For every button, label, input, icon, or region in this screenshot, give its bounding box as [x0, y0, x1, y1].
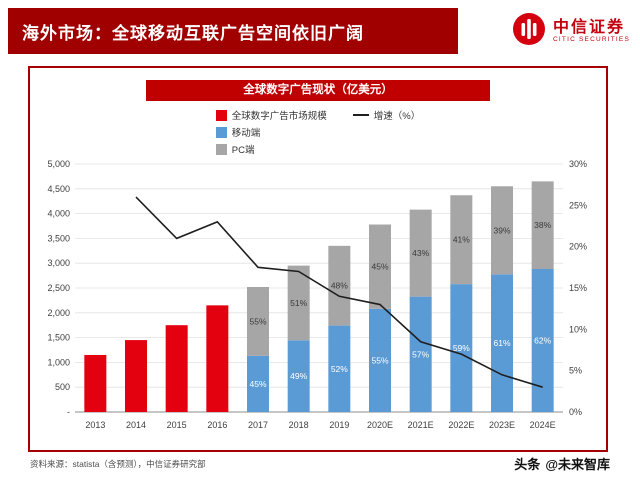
logo-text: 中信证券 CITIC SECURITIES — [553, 19, 630, 44]
legend-item-market-size: 全球数字广告市场规模 — [215, 108, 327, 122]
citic-emblem-icon — [511, 11, 547, 52]
bar-share-label: 49% — [290, 371, 307, 381]
bar-share-label: 43% — [412, 248, 429, 258]
legend-item-growth: 增速（%） — [352, 108, 421, 122]
bar-share-label: 39% — [493, 225, 510, 235]
bar-share-label: 52% — [331, 364, 348, 374]
left-axis-tick-label: 4,500 — [47, 184, 70, 194]
bar-segment — [450, 195, 473, 285]
logo-text-en: CITIC SECURITIES — [553, 36, 630, 44]
logo-text-cn: 中信证券 — [553, 18, 626, 36]
left-axis-tick-label: 1,500 — [47, 333, 70, 343]
x-axis-label: 2024E — [530, 420, 556, 430]
right-axis-tick-label: 0% — [569, 407, 582, 417]
legend-swatch-red — [215, 109, 227, 121]
left-axis-tick-label: - — [67, 407, 70, 417]
bar-segment — [247, 287, 269, 356]
bar-segment — [287, 340, 310, 412]
bar-segment — [491, 274, 513, 412]
chart-title-bar: 全球数字广告现状（亿美元） — [146, 80, 490, 101]
chart-canvas: - 500 1,000 1,500 2,000 2,500 3,000 3,500 4,000 4… — [30, 158, 606, 450]
x-axis-label: 2019 — [329, 420, 349, 430]
x-axis-label: 2021E — [408, 420, 434, 430]
bar-share-label: 41% — [453, 235, 470, 245]
right-axis-tick-label: 5% — [569, 366, 582, 376]
x-axis-label: 2023E — [489, 420, 515, 430]
legend-label-growth: 增速（%） — [373, 111, 421, 122]
legend-swatch-gray — [215, 143, 227, 155]
x-axis-label: 2018 — [289, 420, 309, 430]
legend-label-mobile: 移动端 — [231, 128, 261, 139]
watermark-prefix: 头条 — [514, 457, 541, 472]
bar-share-label: 48% — [331, 281, 348, 291]
bar-segment — [369, 224, 391, 309]
bar-share-label: 62% — [534, 336, 551, 346]
bar-segment — [531, 181, 554, 270]
left-axis-tick-label: 1,000 — [47, 357, 70, 367]
citic-logo: 中信证券 CITIC SECURITIES — [458, 8, 632, 54]
left-axis-tick-label: 3,000 — [47, 258, 70, 268]
bar-segment — [328, 325, 351, 412]
left-axis-tick-label: 3,500 — [47, 233, 70, 243]
legend-swatch-line — [352, 114, 369, 116]
bar-share-label: 55% — [249, 316, 266, 326]
x-axis-label: 2017 — [248, 420, 268, 430]
bar-segment — [125, 340, 147, 412]
x-axis-label: 2014 — [126, 420, 146, 430]
watermark: 头条 @未来智库 — [514, 454, 610, 473]
legend-column-line: 增速（%） — [352, 108, 421, 122]
bar-share-label: 51% — [290, 298, 307, 308]
x-axis-label: 2015 — [167, 420, 187, 430]
bar-segment — [409, 296, 432, 412]
bar-share-label: 38% — [534, 220, 551, 230]
left-axis-tick-label: 5,000 — [47, 159, 70, 169]
source-note: 资料来源：statista（含预测），中信证券研究部 — [30, 459, 206, 469]
legend-column-bars: 全球数字广告市场规模 移动端 PC端 — [215, 108, 327, 156]
right-axis-tick-label: 20% — [569, 242, 587, 252]
header: 海外市场：全球移动互联广告空间依旧广阔 中信证券 CITIC SECURITIE… — [8, 8, 632, 54]
legend-swatch-blue — [215, 126, 227, 138]
chart-panel: 全球数字广告现状（亿美元） 全球数字广告市场规模 移动端 PC端 增速（%） -… — [28, 66, 608, 452]
x-axis-label: 2013 — [85, 420, 105, 430]
bar-segment — [247, 355, 269, 412]
bar-segment — [287, 265, 310, 341]
bar-share-label: 45% — [371, 262, 388, 272]
bar-share-label: 55% — [371, 355, 388, 365]
chart-legend: 全球数字广告市场规模 移动端 PC端 增速（%） — [30, 108, 606, 156]
right-axis-tick-label: 10% — [569, 324, 587, 334]
x-axis-label: 2016 — [207, 420, 227, 430]
bar-segment — [328, 245, 351, 326]
legend-item-pc: PC端 — [215, 142, 327, 156]
bar-segment — [450, 284, 473, 412]
legend-label-market-size: 全球数字广告市场规模 — [231, 111, 327, 122]
right-axis-tick-label: 30% — [569, 159, 587, 169]
left-axis-tick-label: 2,000 — [47, 308, 70, 318]
left-axis-tick-label: 500 — [55, 382, 70, 392]
x-axis-label: 2022E — [448, 420, 474, 430]
legend-item-mobile: 移动端 — [215, 125, 327, 139]
bar-segment — [491, 186, 513, 275]
left-axis-tick-label: 2,500 — [47, 283, 70, 293]
header-title-bar: 海外市场：全球移动互联广告空间依旧广阔 — [8, 8, 458, 54]
right-axis-tick-label: 25% — [569, 200, 587, 210]
x-axis-label: 2020E — [367, 420, 393, 430]
bar-segment — [531, 269, 554, 412]
right-axis-tick-label: 15% — [569, 283, 587, 293]
bar-share-label: 61% — [493, 338, 510, 348]
bar-share-label: 57% — [412, 349, 429, 359]
bar-segment — [206, 305, 229, 412]
combo-chart: - 500 1,000 1,500 2,000 2,500 3,000 3,500 4,000 4… — [47, 159, 587, 430]
legend-label-pc: PC端 — [231, 145, 255, 156]
growth-line — [135, 196, 543, 388]
bar-segment — [84, 354, 107, 412]
page-title: 海外市场：全球移动互联广告空间依旧广阔 — [22, 23, 364, 43]
bar-share-label: 59% — [453, 343, 470, 353]
watermark-handle: @未来智库 — [545, 457, 610, 472]
bar-segment — [369, 308, 391, 412]
bar-share-label: 45% — [249, 379, 266, 389]
bar-segment — [409, 209, 432, 297]
bar-segment — [165, 325, 188, 412]
left-axis-tick-label: 4,000 — [47, 209, 70, 219]
